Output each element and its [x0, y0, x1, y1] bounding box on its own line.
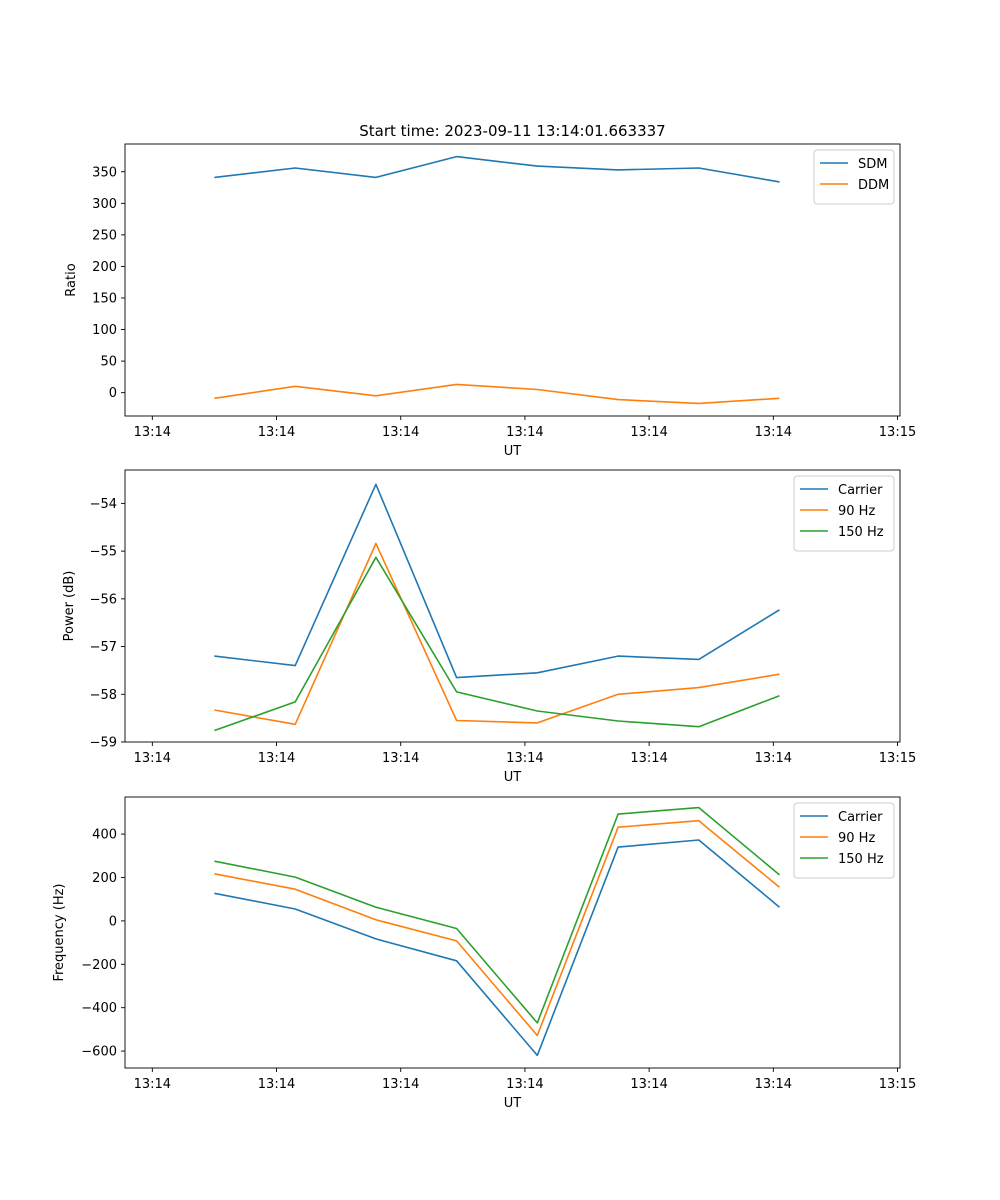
- power-series-carrier-line: [214, 483, 780, 679]
- frequency-x-axis-label: UT: [504, 1096, 522, 1111]
- power-x-tick-label: 13:14: [506, 751, 543, 766]
- ratio-legend-label: SDM: [858, 157, 887, 172]
- frequency-x-tick-label: 13:14: [755, 1077, 792, 1092]
- frequency-plot-frame: [124, 796, 901, 1069]
- power-x-tick-label: 13:15: [879, 751, 916, 766]
- frequency-y-tick-label: −600: [81, 1045, 117, 1060]
- frequency-x-tick-label: 13:14: [506, 1077, 543, 1092]
- ratio-y-tick-label: 50: [100, 355, 117, 370]
- power-y-tick-label: −58: [90, 688, 117, 703]
- frequency-x-tick-label: 13:14: [134, 1077, 171, 1092]
- ratio-y-tick-label: 100: [92, 323, 117, 338]
- frequency-y-tick-label: −200: [81, 958, 117, 973]
- power-series-90-hz-line: [214, 542, 780, 726]
- power-legend-label: 150 Hz: [838, 525, 884, 540]
- ratio-y-tick-label: 250: [92, 228, 117, 243]
- frequency-y-axis-label: Frequency (Hz): [52, 883, 67, 981]
- power-y-tick-label: −55: [90, 545, 117, 560]
- power-panel: 13:14 13:14 13:14 13:14 13:14 13:14 13:15 −59 −5…: [62, 469, 916, 785]
- power-y-tick-label: −56: [90, 592, 117, 607]
- ratio-y-tick-label: 300: [92, 197, 117, 212]
- ratio-legend: SDM DDM: [813, 149, 895, 205]
- power-x-tick-label: 13:14: [630, 751, 667, 766]
- ratio-x-tick-label: 13:14: [755, 425, 792, 440]
- figure-title: Start time: 2023-09-11 13:14:01.663337: [359, 122, 665, 140]
- ratio-plot-frame: [124, 143, 901, 417]
- ratio-panel: 13:14 13:14 13:14 13:14 13:14 13:14 13:15 0 50 10…: [64, 143, 916, 459]
- power-y-axis-label: Power (dB): [62, 571, 77, 642]
- frequency-panel: 13:14 13:14 13:14 13:14 13:14 13:14 13:15 −600 −…: [52, 796, 916, 1111]
- ratio-x-tick-label: 13:14: [630, 425, 667, 440]
- power-series-150-hz-line: [214, 556, 780, 732]
- frequency-x-tick-label: 13:15: [879, 1077, 916, 1092]
- frequency-y-tick-label: 0: [109, 914, 117, 929]
- power-y-tick-label: −59: [90, 736, 117, 751]
- power-y-tick-label: −54: [90, 497, 117, 512]
- power-legend-label: Carrier: [838, 483, 883, 498]
- frequency-legend-label: 150 Hz: [838, 852, 884, 867]
- power-x-axis-label: UT: [504, 770, 522, 785]
- ratio-y-tick-label: 350: [92, 165, 117, 180]
- frequency-legend-box: [793, 802, 895, 879]
- ratio-x-axis-label: UT: [504, 444, 522, 459]
- frequency-legend: Carrier 90 Hz 150 Hz: [793, 802, 895, 879]
- frequency-legend-label: 90 Hz: [838, 831, 875, 846]
- power-x-tick-label: 13:14: [382, 751, 419, 766]
- power-plot-frame: [124, 469, 901, 743]
- ratio-y-tick-label: 150: [92, 291, 117, 306]
- ratio-series-ddm-line: [214, 383, 780, 405]
- ratio-legend-label: DDM: [858, 178, 889, 193]
- power-y-tick-label: −57: [90, 640, 117, 655]
- frequency-series-150-hz-line: [214, 806, 781, 1024]
- power-legend: Carrier 90 Hz 150 Hz: [793, 475, 895, 552]
- frequency-legend-label: Carrier: [838, 810, 883, 825]
- power-x-tick-label: 13:14: [755, 751, 792, 766]
- frequency-y-tick-label: 400: [92, 828, 117, 843]
- ratio-y-tick-label: 0: [109, 386, 117, 401]
- power-legend-label: 90 Hz: [838, 504, 875, 519]
- frequency-y-tick-label: −400: [81, 1001, 117, 1016]
- frequency-series-90-hz-line: [214, 819, 781, 1037]
- frequency-x-tick-label: 13:14: [258, 1077, 295, 1092]
- ratio-x-tick-label: 13:14: [506, 425, 543, 440]
- ratio-x-tick-label: 13:15: [879, 425, 916, 440]
- power-x-tick-label: 13:14: [258, 751, 295, 766]
- ratio-y-tick-label: 200: [92, 260, 117, 275]
- ratio-y-axis-label: Ratio: [64, 263, 79, 296]
- frequency-y-tick-label: 200: [92, 871, 117, 886]
- frequency-series-carrier-line: [214, 839, 781, 1057]
- frequency-x-tick-label: 13:14: [630, 1077, 667, 1092]
- ratio-x-tick-label: 13:14: [134, 425, 171, 440]
- power-legend-box: [793, 475, 895, 552]
- ratio-x-tick-label: 13:14: [382, 425, 419, 440]
- frequency-x-tick-label: 13:14: [382, 1077, 419, 1092]
- power-x-tick-label: 13:14: [134, 751, 171, 766]
- ratio-series-sdm-line: [214, 155, 780, 183]
- ratio-x-tick-label: 13:14: [258, 425, 295, 440]
